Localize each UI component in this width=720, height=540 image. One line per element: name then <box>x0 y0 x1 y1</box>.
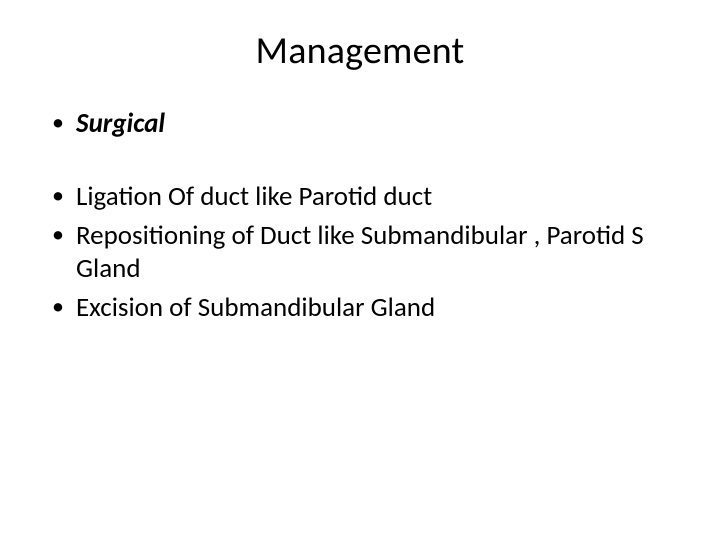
slide: Management Surgical Ligation Of duct lik… <box>0 0 720 540</box>
spacer <box>48 147 672 181</box>
list-item: Ligation Of duct like Parotid duct <box>48 181 672 214</box>
bullet-list: Surgical <box>48 108 672 141</box>
bullet-text-surgical: Surgical <box>76 107 165 140</box>
bullet-text: Repositioning of Duct like Submandibular… <box>76 219 644 285</box>
list-item: Surgical <box>48 108 672 141</box>
bullet-list: Ligation Of duct like Parotid duct Repos… <box>48 181 672 325</box>
list-item: Repositioning of Duct like Submandibular… <box>48 220 672 286</box>
slide-title: Management <box>48 28 672 74</box>
bullet-text: Excision of Submandibular Gland <box>76 291 435 324</box>
list-item: Excision of Submandibular Gland <box>48 292 672 325</box>
bullet-text: Ligation Of duct like Parotid duct <box>76 180 432 213</box>
